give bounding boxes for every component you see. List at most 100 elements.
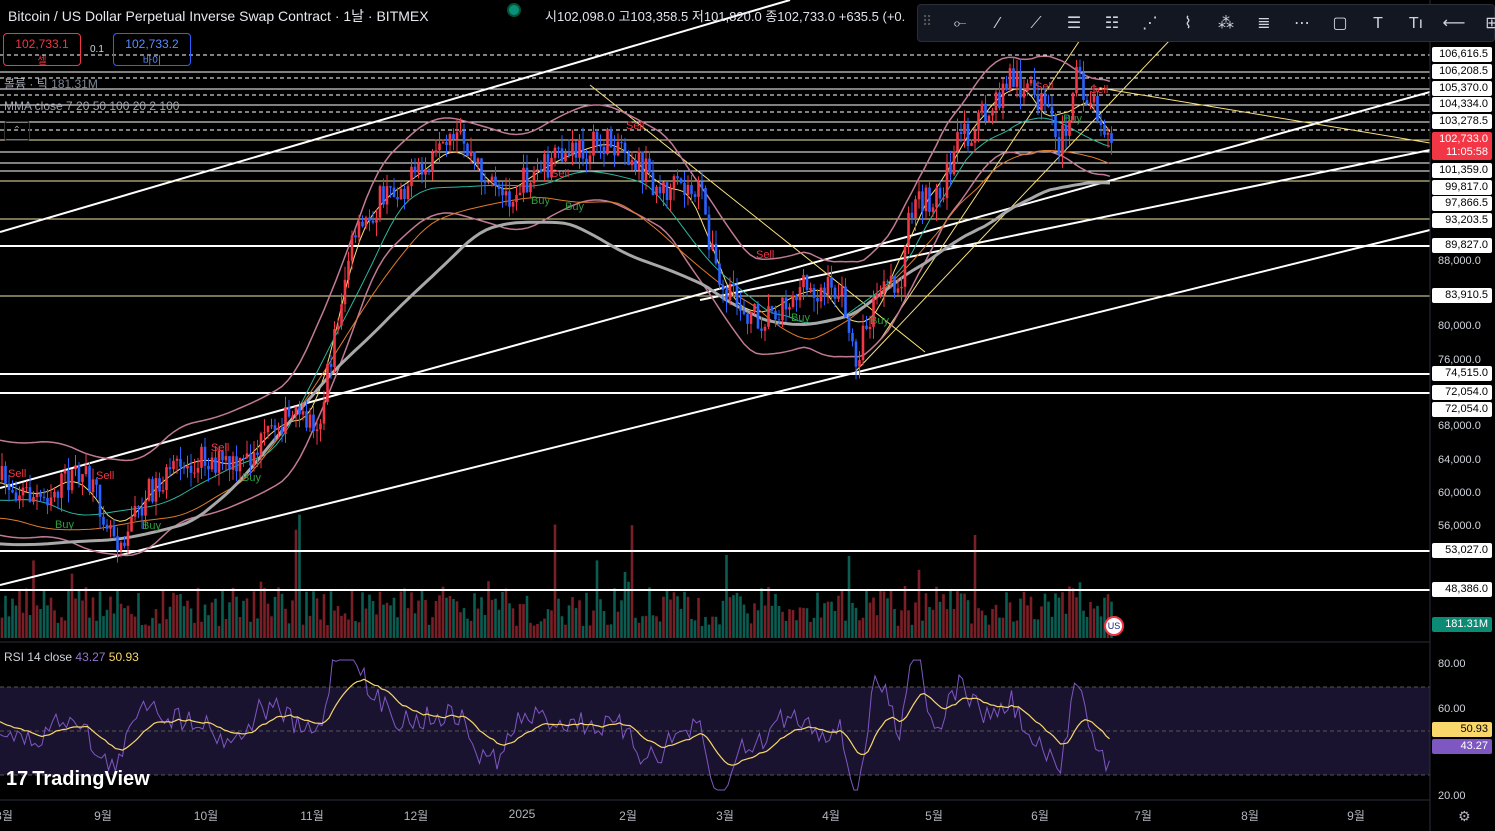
- volume-bar: [0, 617, 4, 638]
- drawing-tool-9-icon[interactable]: ⋯: [1294, 15, 1310, 32]
- candle-body: [543, 154, 546, 172]
- volume-bar: [732, 595, 735, 638]
- volume-bar: [67, 589, 70, 638]
- volume-bar: [70, 573, 74, 638]
- time-axis-label: 10월: [193, 809, 219, 823]
- candle-body: [245, 453, 249, 459]
- settings-gear-icon[interactable]: ⚙: [1458, 808, 1471, 824]
- candle-body: [823, 287, 826, 295]
- drawing-tool-5-icon[interactable]: ⋰: [1142, 15, 1158, 32]
- volume-bar: [753, 603, 756, 638]
- drawing-tool-1-icon[interactable]: ∕: [996, 15, 1000, 32]
- volume-bar: [193, 622, 196, 638]
- drawing-tool-10-icon[interactable]: ▢: [1332, 15, 1348, 32]
- tradingview-logo[interactable]: 17 TradingView: [6, 768, 150, 791]
- candle-body: [4, 466, 7, 484]
- candle-body: [686, 184, 690, 195]
- grip-icon[interactable]: ⠿: [922, 13, 933, 29]
- volume-bar: [25, 588, 28, 638]
- price-line-tag: 72,054.0: [1432, 402, 1492, 417]
- volume-bar: [403, 588, 406, 638]
- price-line-tag: 83,910.5: [1432, 288, 1492, 303]
- volume-bar: [525, 595, 529, 638]
- volume-bar: [553, 524, 557, 638]
- volume-bar: [1061, 592, 1064, 638]
- price-line-tag: 93,203.5: [1432, 213, 1492, 228]
- volume-bar: [546, 609, 550, 638]
- candle-body: [1110, 132, 1113, 143]
- candle-body: [837, 295, 840, 299]
- price-axis-label: 60,000.0: [1438, 487, 1481, 499]
- volume-legend[interactable]: 볼륨 · 틱 181.31M: [4, 75, 98, 92]
- drawing-tool-8-icon[interactable]: ≣: [1257, 15, 1271, 32]
- volume-bar: [21, 612, 25, 638]
- mma-legend-label: MMA close 7 20 50 100 20 2 100: [4, 99, 180, 113]
- volume-bar: [704, 616, 707, 638]
- drawing-tool-2-icon[interactable]: ⟋: [1030, 15, 1042, 32]
- rsi-axis-label: 80.00: [1438, 658, 1466, 670]
- candle-body: [984, 103, 987, 122]
- volume-bar: [511, 608, 515, 638]
- candle-body: [697, 181, 700, 197]
- buy-label: 바이: [142, 56, 162, 67]
- buy-button[interactable]: 102,733.2 바이: [113, 33, 191, 67]
- volume-bar: [606, 624, 609, 638]
- candle-body: [679, 178, 683, 183]
- volume-bar: [777, 606, 781, 638]
- candle-body: [98, 484, 102, 517]
- candle-body: [651, 172, 655, 195]
- rsi-legend[interactable]: RSI 14 close 43.27 50.93: [4, 650, 139, 664]
- volume-legend-label: 볼륨 · 틱: [4, 77, 48, 91]
- candle-body: [658, 186, 662, 194]
- candle-body: [49, 497, 53, 506]
- ma-long: [0, 181, 1111, 547]
- us-flag-icon[interactable]: US: [1104, 616, 1124, 636]
- volume-bar: [441, 586, 445, 638]
- drawing-tool-3-icon[interactable]: ☰: [1066, 15, 1082, 32]
- volume-bar: [81, 600, 84, 638]
- candle-body: [1099, 120, 1103, 126]
- drawing-tool-11-icon[interactable]: T: [1373, 15, 1383, 32]
- candle-body: [7, 483, 11, 491]
- volume-bar: [924, 593, 928, 638]
- candle-body: [158, 478, 161, 492]
- volume-bar: [564, 624, 567, 638]
- volume-bar: [476, 608, 480, 638]
- collapse-legend-button[interactable]: ⌃: [4, 121, 30, 141]
- symbol-title[interactable]: Bitcoin / US Dollar Perpetual Inverse Sw…: [8, 8, 429, 24]
- volume-bar: [728, 597, 732, 638]
- candle-body: [774, 310, 777, 320]
- close-label: 종: [765, 9, 778, 24]
- drawing-tool-13-icon[interactable]: ⟵: [1442, 15, 1466, 32]
- bollinger-bands: [0, 55, 1111, 557]
- volume-bar: [322, 594, 326, 638]
- volume-bar: [221, 590, 224, 638]
- drawing-tool-6-icon[interactable]: ⌇: [1184, 15, 1192, 32]
- price-axis-label: 56,000.0: [1438, 520, 1481, 532]
- drawing-tool-7-icon[interactable]: ⁂: [1218, 15, 1234, 32]
- candle-body: [1071, 93, 1075, 120]
- mma-legend[interactable]: MMA close 7 20 50 100 20 2 100: [4, 99, 179, 113]
- candle-body: [448, 134, 452, 146]
- volume-bar: [795, 620, 798, 638]
- candle-body: [991, 110, 994, 116]
- bollinger-upper: [0, 55, 1111, 462]
- volume-bar: [802, 607, 805, 638]
- volume-bar: [4, 595, 7, 638]
- sell-button[interactable]: 102,733.1 셀: [3, 33, 81, 67]
- volume-bar: [928, 607, 931, 638]
- drawing-tool-14-icon[interactable]: ⊞: [1485, 15, 1495, 32]
- time-axis-label: 7월: [1134, 809, 1152, 823]
- drawing-tool-0-icon[interactable]: ⟜: [953, 15, 967, 32]
- volume-bar: [956, 591, 959, 638]
- volume-bar: [784, 620, 788, 638]
- candle-body: [382, 186, 385, 205]
- volume-bar: [123, 608, 126, 638]
- market-status-icon[interactable]: [507, 3, 521, 17]
- volume-bar: [354, 620, 357, 638]
- time-axis-label: 8월: [1241, 809, 1259, 823]
- drawing-tool-12-icon[interactable]: Tı: [1408, 15, 1424, 32]
- drawing-tool-4-icon[interactable]: ☷: [1104, 15, 1120, 32]
- volume-bar: [1047, 601, 1050, 638]
